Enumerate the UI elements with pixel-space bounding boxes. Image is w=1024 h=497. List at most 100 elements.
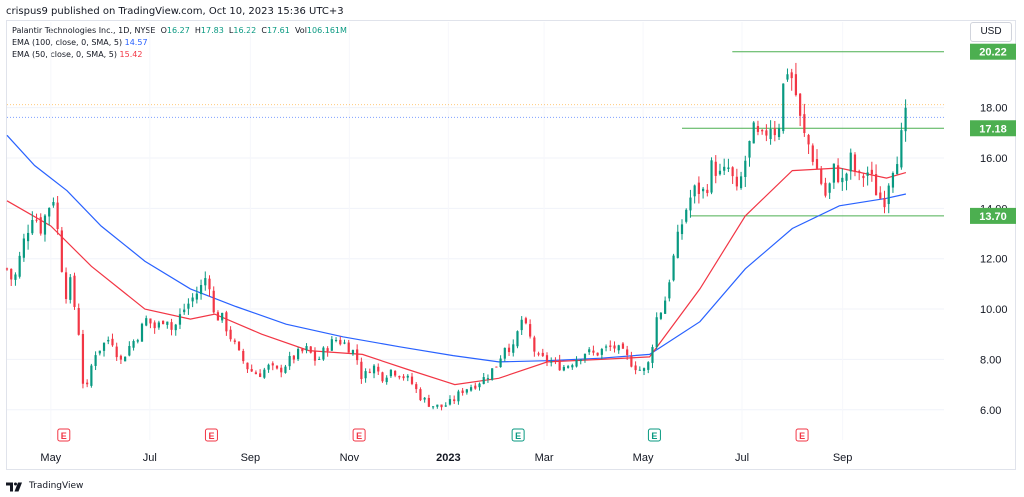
- candle-body: [642, 368, 646, 371]
- legend-ema50-row: EMA (50, close, 0, SMA, 5) 15.42: [12, 50, 142, 59]
- candle-body: [119, 355, 123, 360]
- candle-body: [545, 355, 549, 362]
- candle-body: [874, 174, 878, 196]
- candle-body: [689, 197, 692, 211]
- candle-body: [229, 329, 232, 340]
- earnings-marker[interactable]: [204, 428, 218, 442]
- candle-body: [322, 347, 325, 360]
- candle-body: [212, 290, 215, 313]
- candle-body: [668, 282, 671, 299]
- candle-body: [174, 324, 177, 331]
- candle-body: [309, 346, 312, 353]
- earnings-marker[interactable]: [352, 428, 366, 442]
- candle-body: [170, 322, 173, 330]
- candle-body: [541, 352, 544, 356]
- candle-body: [208, 278, 211, 290]
- level-label: 20.22: [979, 47, 1007, 59]
- candle-body: [769, 129, 772, 140]
- legend-ema50-value: 15.42: [119, 50, 143, 59]
- candle-body: [237, 341, 241, 351]
- candle-body: [48, 207, 51, 217]
- candle-body: [507, 347, 511, 353]
- earnings-marker[interactable]: [511, 428, 525, 442]
- candle-body: [786, 74, 789, 80]
- candle-body: [457, 391, 460, 402]
- candle-body: [596, 352, 599, 356]
- candle-body: [621, 343, 625, 349]
- legend-ema50-label: EMA (50, close, 0, SMA, 5): [12, 50, 117, 59]
- candle-body: [410, 376, 414, 384]
- candle-body: [389, 369, 393, 377]
- chart-frame[interactable]: [6, 20, 1016, 470]
- candle-body: [280, 367, 283, 373]
- candle-body: [14, 274, 17, 280]
- publisher-bar: crispus9 published on TradingView.com, O…: [0, 0, 1024, 20]
- x-tick-label: Jul: [735, 452, 749, 464]
- candle-body: [128, 345, 131, 356]
- candle-body: [630, 356, 633, 367]
- candle-body: [368, 371, 371, 373]
- level-label: 13.70: [979, 211, 1007, 223]
- candle-body: [828, 183, 831, 193]
- candle-body: [221, 312, 224, 321]
- candle-body: [39, 217, 42, 234]
- candle-body: [372, 365, 376, 374]
- candle-body: [124, 356, 127, 362]
- candle-body: [166, 321, 169, 325]
- candle-body: [478, 383, 481, 388]
- candle-body: [440, 404, 443, 408]
- candle-body: [655, 317, 658, 347]
- candle-body: [896, 164, 899, 175]
- y-tick-label: 6.00: [980, 405, 1001, 417]
- candle-body: [284, 366, 287, 373]
- candle-body: [832, 163, 835, 183]
- candle-body: [381, 372, 384, 382]
- candle-body: [765, 130, 768, 136]
- candle-body: [609, 345, 612, 347]
- candle-body: [626, 349, 629, 356]
- candle-body: [600, 349, 603, 355]
- candle-body: [503, 347, 506, 359]
- candle-body: [22, 238, 25, 258]
- earnings-marker[interactable]: [795, 428, 809, 442]
- legend-ema100-label: EMA (100, close, 0, SMA, 5): [12, 38, 123, 47]
- earnings-marker[interactable]: [647, 428, 661, 442]
- candle-body: [102, 342, 106, 351]
- currency-button[interactable]: USD: [970, 22, 1012, 42]
- candle-body: [638, 369, 641, 371]
- candle-body: [60, 230, 63, 272]
- candle-body: [364, 371, 367, 379]
- candle-body: [394, 370, 397, 376]
- candle-body: [448, 399, 452, 405]
- candle-body: [554, 360, 557, 362]
- candle-body: [583, 353, 587, 360]
- candle-body: [634, 365, 637, 371]
- candle-body: [436, 404, 439, 407]
- candle-body: [853, 154, 857, 172]
- x-tick-label: May: [40, 452, 61, 464]
- candle-body: [339, 339, 342, 345]
- candle-body: [469, 387, 473, 391]
- earnings-marker-label: E: [799, 431, 805, 441]
- candle-body: [225, 312, 228, 332]
- candle-body: [739, 176, 743, 189]
- candle-body: [73, 275, 76, 307]
- candle-body: [275, 365, 279, 369]
- candle-body: [94, 355, 97, 366]
- candle-body: [347, 342, 350, 353]
- candle-body: [81, 333, 85, 384]
- tradingview-footer[interactable]: TradingView: [6, 478, 83, 494]
- candle-body: [69, 277, 72, 300]
- candle-body: [157, 322, 160, 328]
- candle-body: [259, 373, 262, 377]
- candle-body: [431, 406, 435, 408]
- legend-close: C17.61: [261, 26, 290, 35]
- candle-body: [132, 341, 135, 348]
- earnings-marker[interactable]: [57, 428, 71, 442]
- candle-body: [453, 399, 456, 402]
- candle-body: [242, 350, 245, 362]
- level-label: 17.18: [979, 123, 1007, 135]
- candle-body: [423, 397, 426, 400]
- candle-body: [98, 350, 101, 354]
